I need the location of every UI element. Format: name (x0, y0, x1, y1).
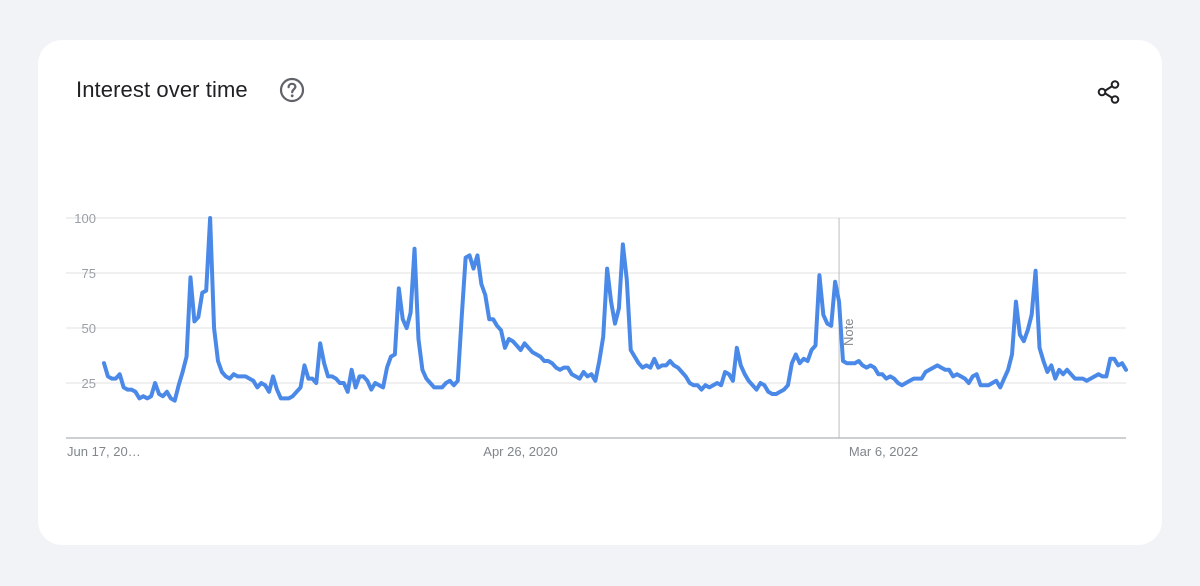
grid-lines (66, 217, 1126, 439)
y-axis-ticks: 100 75 50 25 (74, 211, 96, 391)
chart-title: Interest over time (76, 77, 248, 102)
share-icon[interactable] (1094, 77, 1124, 107)
series-line (102, 216, 1128, 403)
x-tick-label: Mar 6, 2022 (849, 444, 918, 459)
x-tick-label: Jun 17, 20… (67, 444, 141, 459)
note-label: Note (841, 319, 856, 346)
y-tick-label: 50 (82, 321, 96, 336)
y-tick-label: 25 (82, 376, 96, 391)
chart-card: Interest over time 100 75 50 25 Note Jun 17… (38, 40, 1162, 545)
help-circle-icon[interactable] (278, 76, 306, 104)
y-tick-label: 100 (74, 211, 96, 226)
x-tick-label: Apr 26, 2020 (483, 444, 557, 459)
x-axis-ticks: Jun 17, 20… Apr 26, 2020 Mar 6, 2022 (67, 444, 918, 459)
line-chart: 100 75 50 25 Note Jun 17, 20… Apr 26, 2020 Ma… (66, 211, 1128, 459)
y-tick-label: 75 (82, 266, 96, 281)
series-lines (102, 216, 1128, 403)
